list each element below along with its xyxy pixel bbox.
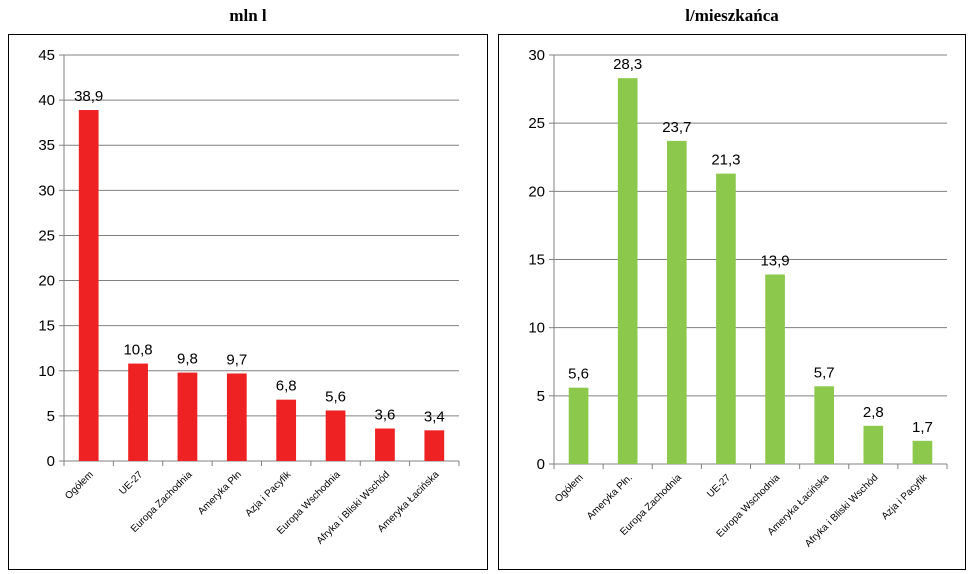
data-label: 3,6 — [375, 407, 396, 424]
y-tick-label: 45 — [38, 47, 55, 64]
bar-chart-volume: 0 5 10 15 20 25 30 35 40 45 38,9 Ogółem 10,8 UE-27 9,8… — [38, 47, 460, 547]
bar — [276, 399, 297, 461]
bar — [716, 173, 736, 465]
bar — [226, 373, 247, 461]
data-label: 21,3 — [711, 152, 740, 169]
data-label: 5,6 — [325, 388, 346, 405]
data-label: 13,9 — [760, 252, 789, 269]
x-tick-label: Ameryka Płn — [196, 469, 244, 517]
data-label: 5,6 — [568, 366, 589, 383]
x-tick-label: UE-27 — [705, 472, 733, 500]
y-tick-label: 25 — [528, 115, 545, 132]
data-label: 2,8 — [863, 404, 884, 421]
x-tick-label: Ogółem — [63, 469, 96, 502]
bar — [912, 440, 933, 464]
bar — [666, 140, 687, 464]
data-label: 28,3 — [613, 56, 642, 73]
y-tick-label: 5 — [47, 408, 55, 425]
data-label: 3,4 — [424, 408, 445, 425]
bar — [424, 430, 445, 461]
x-tick-label: UE-27 — [117, 469, 145, 497]
y-tick-label: 5 — [537, 388, 545, 405]
y-tick-label: 20 — [528, 183, 545, 200]
chart-frame-right: 0 5 10 15 20 25 30 5,6 Ogółem 28,3 Ameryka Płn. 23,… — [498, 34, 966, 570]
y-tick-label: 15 — [38, 318, 55, 335]
bar — [765, 274, 785, 464]
y-tick-label: 40 — [38, 92, 55, 109]
bar-chart-per-capita: 0 5 10 15 20 25 30 5,6 Ogółem 28,3 Ameryka Płn. 23,… — [528, 47, 948, 550]
bar — [78, 110, 99, 461]
y-tick-label: 35 — [38, 137, 55, 154]
chart-title-right: l/mieszkańca — [685, 6, 779, 25]
bar — [863, 425, 884, 464]
y-tick-label: 10 — [528, 320, 545, 337]
x-tick-label: Ogółem — [553, 472, 586, 505]
data-label: 23,7 — [662, 119, 691, 136]
y-tick-label: 0 — [47, 453, 55, 470]
data-label: 9,8 — [177, 351, 198, 368]
y-tick-label: 25 — [38, 227, 55, 244]
bar — [568, 387, 589, 464]
y-tick-label: 0 — [537, 456, 545, 473]
bar — [325, 410, 346, 461]
y-tick-label: 20 — [38, 273, 55, 290]
data-label: 10,8 — [123, 342, 152, 359]
chart-title-left: mln l — [229, 6, 267, 25]
chart-frame-left: 0 5 10 15 20 25 30 35 40 45 38,9 Ogółem 10,8 UE-27 9,8… — [8, 34, 488, 570]
data-label: 5,7 — [814, 364, 835, 381]
bar — [617, 78, 638, 464]
x-tick-label: Azja i Pacyfik — [243, 469, 294, 520]
y-tick-label: 10 — [38, 363, 55, 380]
bar — [375, 428, 395, 461]
data-label: 9,7 — [226, 351, 247, 368]
x-tick-label: Azja i Pacyfik — [880, 472, 931, 523]
y-tick-label: 30 — [528, 47, 545, 64]
bar — [177, 372, 198, 461]
bar — [128, 363, 148, 461]
x-tick-label: Ameryka Płn. — [585, 472, 635, 522]
y-tick-label: 15 — [528, 252, 545, 269]
data-label: 6,8 — [276, 378, 297, 395]
data-label: 1,7 — [912, 419, 933, 436]
bar — [814, 386, 835, 464]
data-label: 38,9 — [74, 88, 103, 105]
y-tick-label: 30 — [38, 182, 55, 199]
